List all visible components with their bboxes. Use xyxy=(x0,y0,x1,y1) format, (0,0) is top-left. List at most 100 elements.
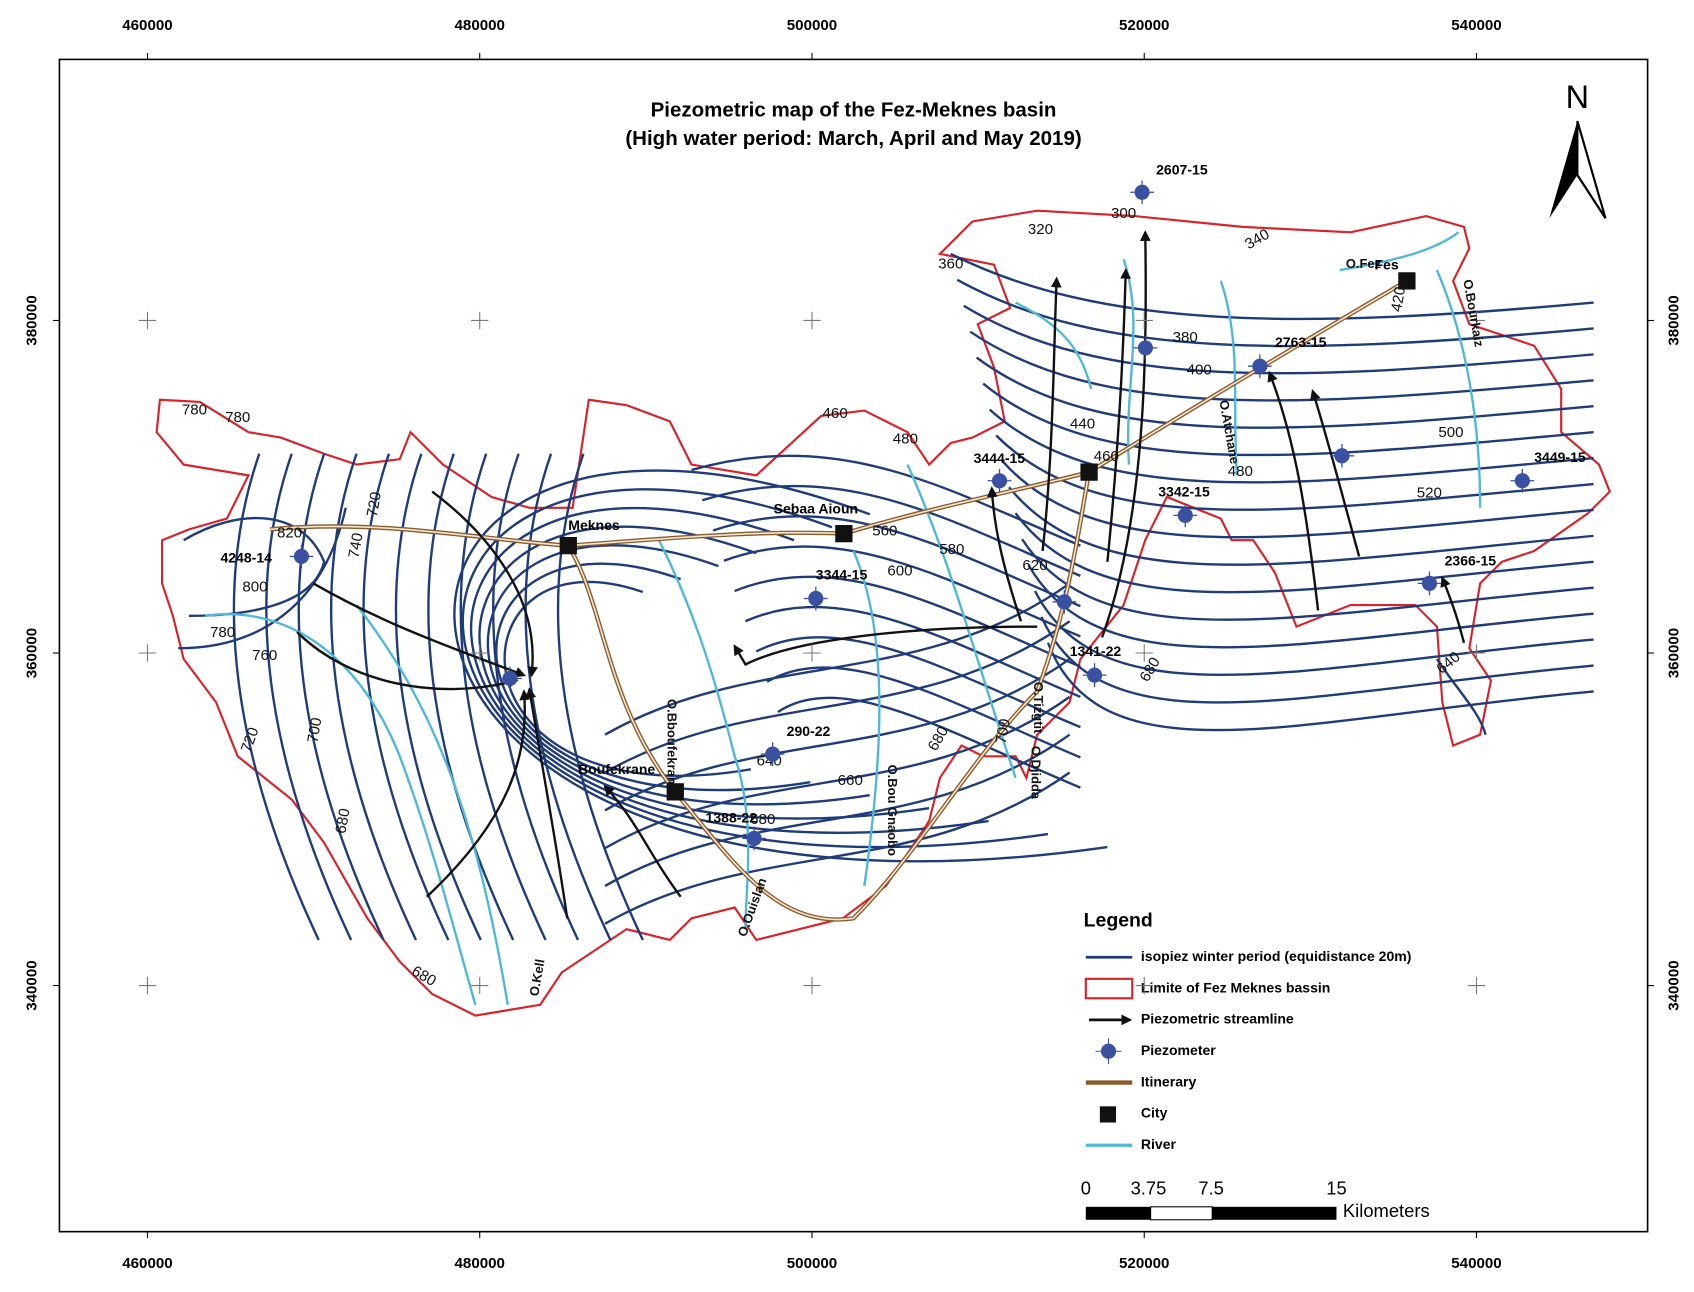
y-tick-label: 360000 xyxy=(1666,628,1683,678)
river-label: O.Tizgtit xyxy=(1031,682,1046,734)
river xyxy=(852,550,881,887)
isopiez-line xyxy=(470,506,989,834)
isopiez-line xyxy=(604,582,1071,736)
piezometer-dot xyxy=(1056,594,1072,610)
axes: 4600004600004800004800005000005000005200… xyxy=(23,17,1682,1272)
piezometer-dot xyxy=(808,590,824,607)
piezometer-label: 2763-15 xyxy=(1275,334,1327,350)
contour-label: 460 xyxy=(1094,448,1119,465)
north-arrow: N xyxy=(1549,79,1607,219)
scale-label: 3.75 xyxy=(1131,1177,1167,1198)
piezometer-dot xyxy=(746,830,762,846)
river-label: O.Djidda xyxy=(1029,746,1044,800)
x-tick-label: 520000 xyxy=(1119,1255,1169,1272)
isopiez-line xyxy=(427,453,515,941)
map-subtitle: (High water period: March, April and May… xyxy=(625,127,1081,150)
streamline xyxy=(1041,276,1062,552)
streamline xyxy=(1267,370,1320,611)
isopiez-line xyxy=(178,507,347,650)
north-arrow-half xyxy=(1576,120,1607,219)
isopiez-line xyxy=(723,545,1081,638)
piezometer-dot xyxy=(991,473,1008,489)
streamline xyxy=(312,582,527,678)
isopiez-line xyxy=(604,733,1071,887)
contour-label: 620 xyxy=(1022,557,1047,574)
legend-swatch xyxy=(1099,1106,1117,1123)
legend-label: isopiez winter period (equidistance 20m) xyxy=(1141,948,1412,964)
legend-label: Piezometer xyxy=(1141,1042,1216,1058)
contour-label: 720 xyxy=(364,491,385,519)
grid-cross xyxy=(138,644,157,662)
x-tick-label: 500000 xyxy=(787,17,837,34)
grid-cross xyxy=(471,644,489,662)
piezometer-dot xyxy=(1252,358,1268,374)
grid-cross xyxy=(1135,976,1153,995)
streamlines xyxy=(296,230,1466,919)
piezometer xyxy=(760,742,785,767)
piezometer-dot xyxy=(1514,473,1530,489)
isopiez-line xyxy=(604,695,1071,850)
streamline xyxy=(603,784,682,898)
isopiez-line xyxy=(604,771,1071,925)
map-frame xyxy=(58,58,1649,1233)
isopiez-line xyxy=(1033,590,1594,677)
isopiez-line xyxy=(183,516,326,618)
isopiez-line xyxy=(329,453,418,941)
x-tick-label: 460000 xyxy=(122,1255,172,1272)
piezometer xyxy=(498,666,522,691)
x-tick-label: 460000 xyxy=(122,17,172,34)
city xyxy=(1080,463,1098,481)
piezometer-dot xyxy=(1087,667,1103,683)
contour-label: 460 xyxy=(823,405,848,422)
river xyxy=(906,464,1017,779)
river xyxy=(1219,280,1239,476)
grid-cross xyxy=(471,976,489,995)
streamline xyxy=(986,486,1023,622)
contour-label: 380 xyxy=(1173,329,1198,346)
legend-label: Itinerary xyxy=(1141,1073,1197,1089)
river xyxy=(657,539,750,930)
city-label: Meknes xyxy=(568,517,620,533)
x-tick-label: 540000 xyxy=(1451,1255,1501,1272)
isopiez-line xyxy=(1435,658,1487,735)
piezometer xyxy=(289,544,314,569)
isopiez-line xyxy=(755,636,1081,729)
streamline xyxy=(1100,230,1151,638)
piezometer xyxy=(987,468,1012,493)
city xyxy=(559,536,577,555)
piezometers: 4248-14 3344-15 290-22 1388-22 3444-15 1341-2… xyxy=(220,161,1586,851)
piezometer-dot xyxy=(765,746,781,762)
city xyxy=(1398,272,1416,290)
contour-label: 760 xyxy=(252,647,277,664)
contour-label: 320 xyxy=(1028,221,1053,238)
isopiez-line xyxy=(956,278,1594,348)
isopiez-line xyxy=(712,515,1081,608)
legend-label: Limite of Fez Meknes bassin xyxy=(1141,979,1330,995)
legend-label: City xyxy=(1141,1105,1168,1121)
grid-cross xyxy=(471,311,489,330)
city xyxy=(835,524,853,543)
isopiez-line xyxy=(777,696,1081,789)
grid-cross xyxy=(138,311,157,330)
grid-cross xyxy=(803,976,821,995)
x-tick-label: 500000 xyxy=(787,1255,837,1272)
legend-label: River xyxy=(1141,1136,1177,1152)
legend-label: Piezometric streamline xyxy=(1141,1011,1294,1027)
piezometer-label: 2366-15 xyxy=(1445,552,1497,568)
contour-label: 400 xyxy=(1187,362,1212,379)
piezometer xyxy=(1417,571,1442,596)
piezometer-label: 3344-15 xyxy=(816,566,868,582)
contour-label: 500 xyxy=(1438,424,1463,441)
scale-label: 0 xyxy=(1081,1177,1091,1198)
piezometer xyxy=(1082,663,1107,688)
river-label: O.Bou Gnaobo xyxy=(885,765,900,856)
piezometer xyxy=(1247,354,1272,379)
isopiez-line xyxy=(744,606,1081,698)
contour-label: 660 xyxy=(838,772,863,789)
isopiez-line xyxy=(766,666,1081,759)
piezometer-label: 3449-15 xyxy=(1534,449,1586,465)
y-tick-label: 360000 xyxy=(23,628,40,678)
river xyxy=(1339,231,1460,272)
river-lines xyxy=(205,231,1482,1006)
